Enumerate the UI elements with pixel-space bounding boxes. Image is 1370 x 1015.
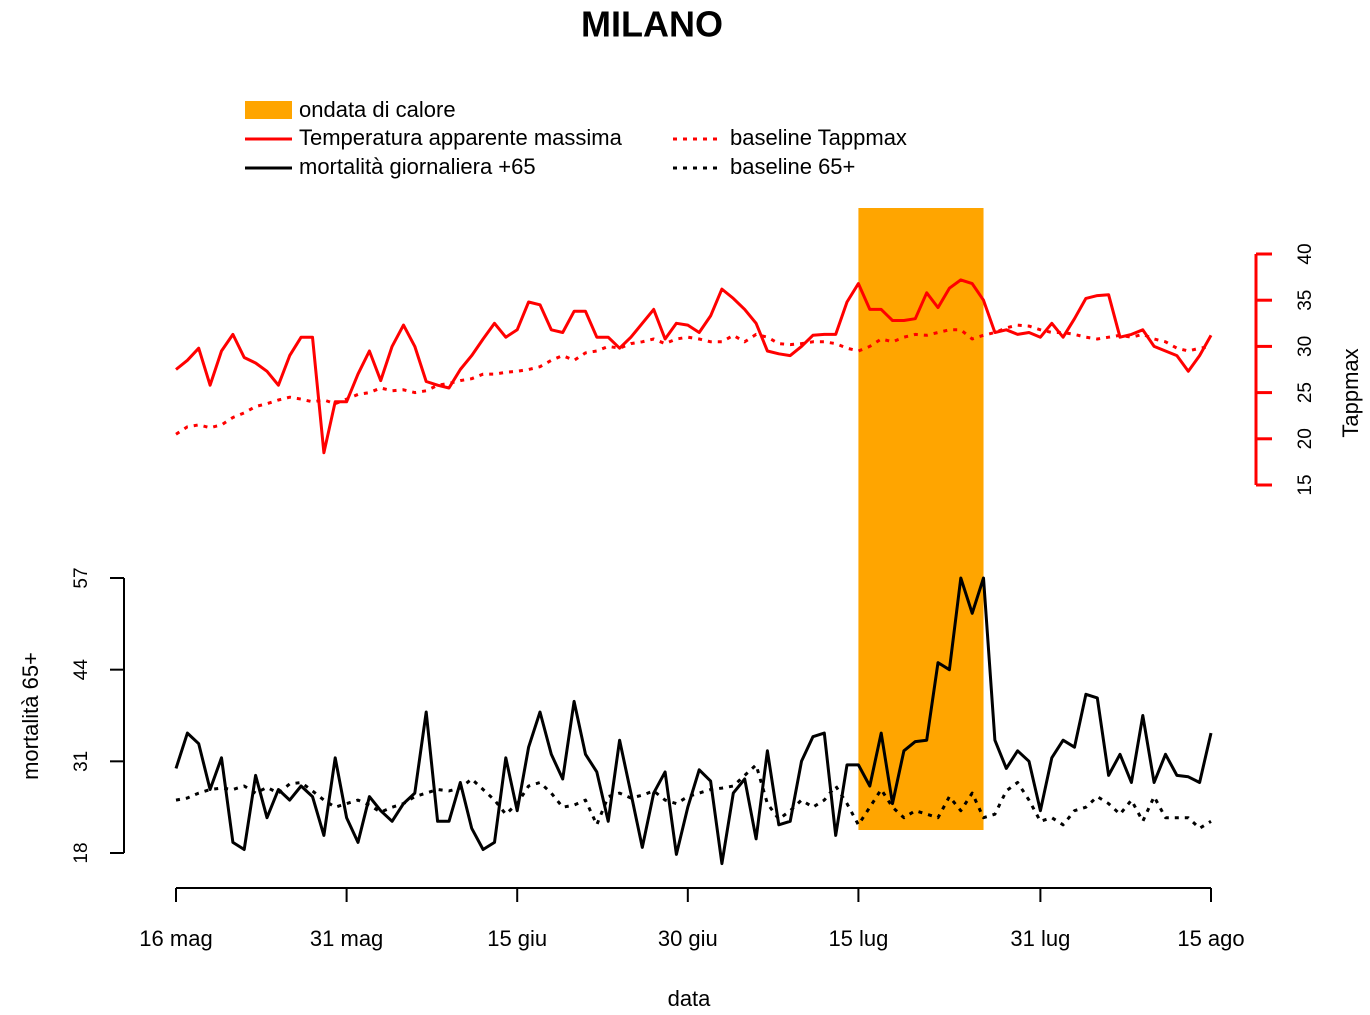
y-axis-label: mortalità 65+ [18,652,43,780]
y2-tick-label: 40 [1295,243,1316,264]
x-tick-label: 15 giu [487,926,547,951]
y-tick-label: 44 [71,659,92,681]
y-tick-label: 31 [71,751,92,772]
series-line [175,323,1212,436]
legend-label: Temperatura apparente massima [299,125,623,150]
x-tick-label: 30 giu [658,926,718,951]
x-tick-label: 15 ago [1177,926,1244,951]
legend-label: mortalità giornaliera +65 [299,154,536,179]
y-tick-label: 57 [71,567,92,588]
x-tick-label: 31 lug [1010,926,1070,951]
x-axis-label: data [668,986,712,1011]
legend-swatch [245,101,292,119]
x-tick-label: 16 mag [139,926,212,951]
legend-label: baseline 65+ [730,154,855,179]
legend-label: baseline Tappmax [730,125,907,150]
x-tick-label: 31 mag [310,926,383,951]
heatwave-band [858,208,984,830]
y-tick-label: 18 [71,842,92,863]
y2-tick-label: 35 [1295,290,1316,311]
legend-label: ondata di calore [299,97,456,122]
y2-tick-label: 20 [1295,428,1316,449]
x-tick-label: 15 lug [828,926,888,951]
series-line [174,576,1213,866]
y2-axis-label: Tappmax [1338,348,1363,437]
series-line [175,763,1212,830]
y2-tick-label: 30 [1295,336,1316,357]
y2-tick-label: 25 [1295,382,1316,403]
series-line [175,278,1213,455]
y2-tick-label: 15 [1295,474,1316,495]
chart-title: MILANO [581,4,723,45]
